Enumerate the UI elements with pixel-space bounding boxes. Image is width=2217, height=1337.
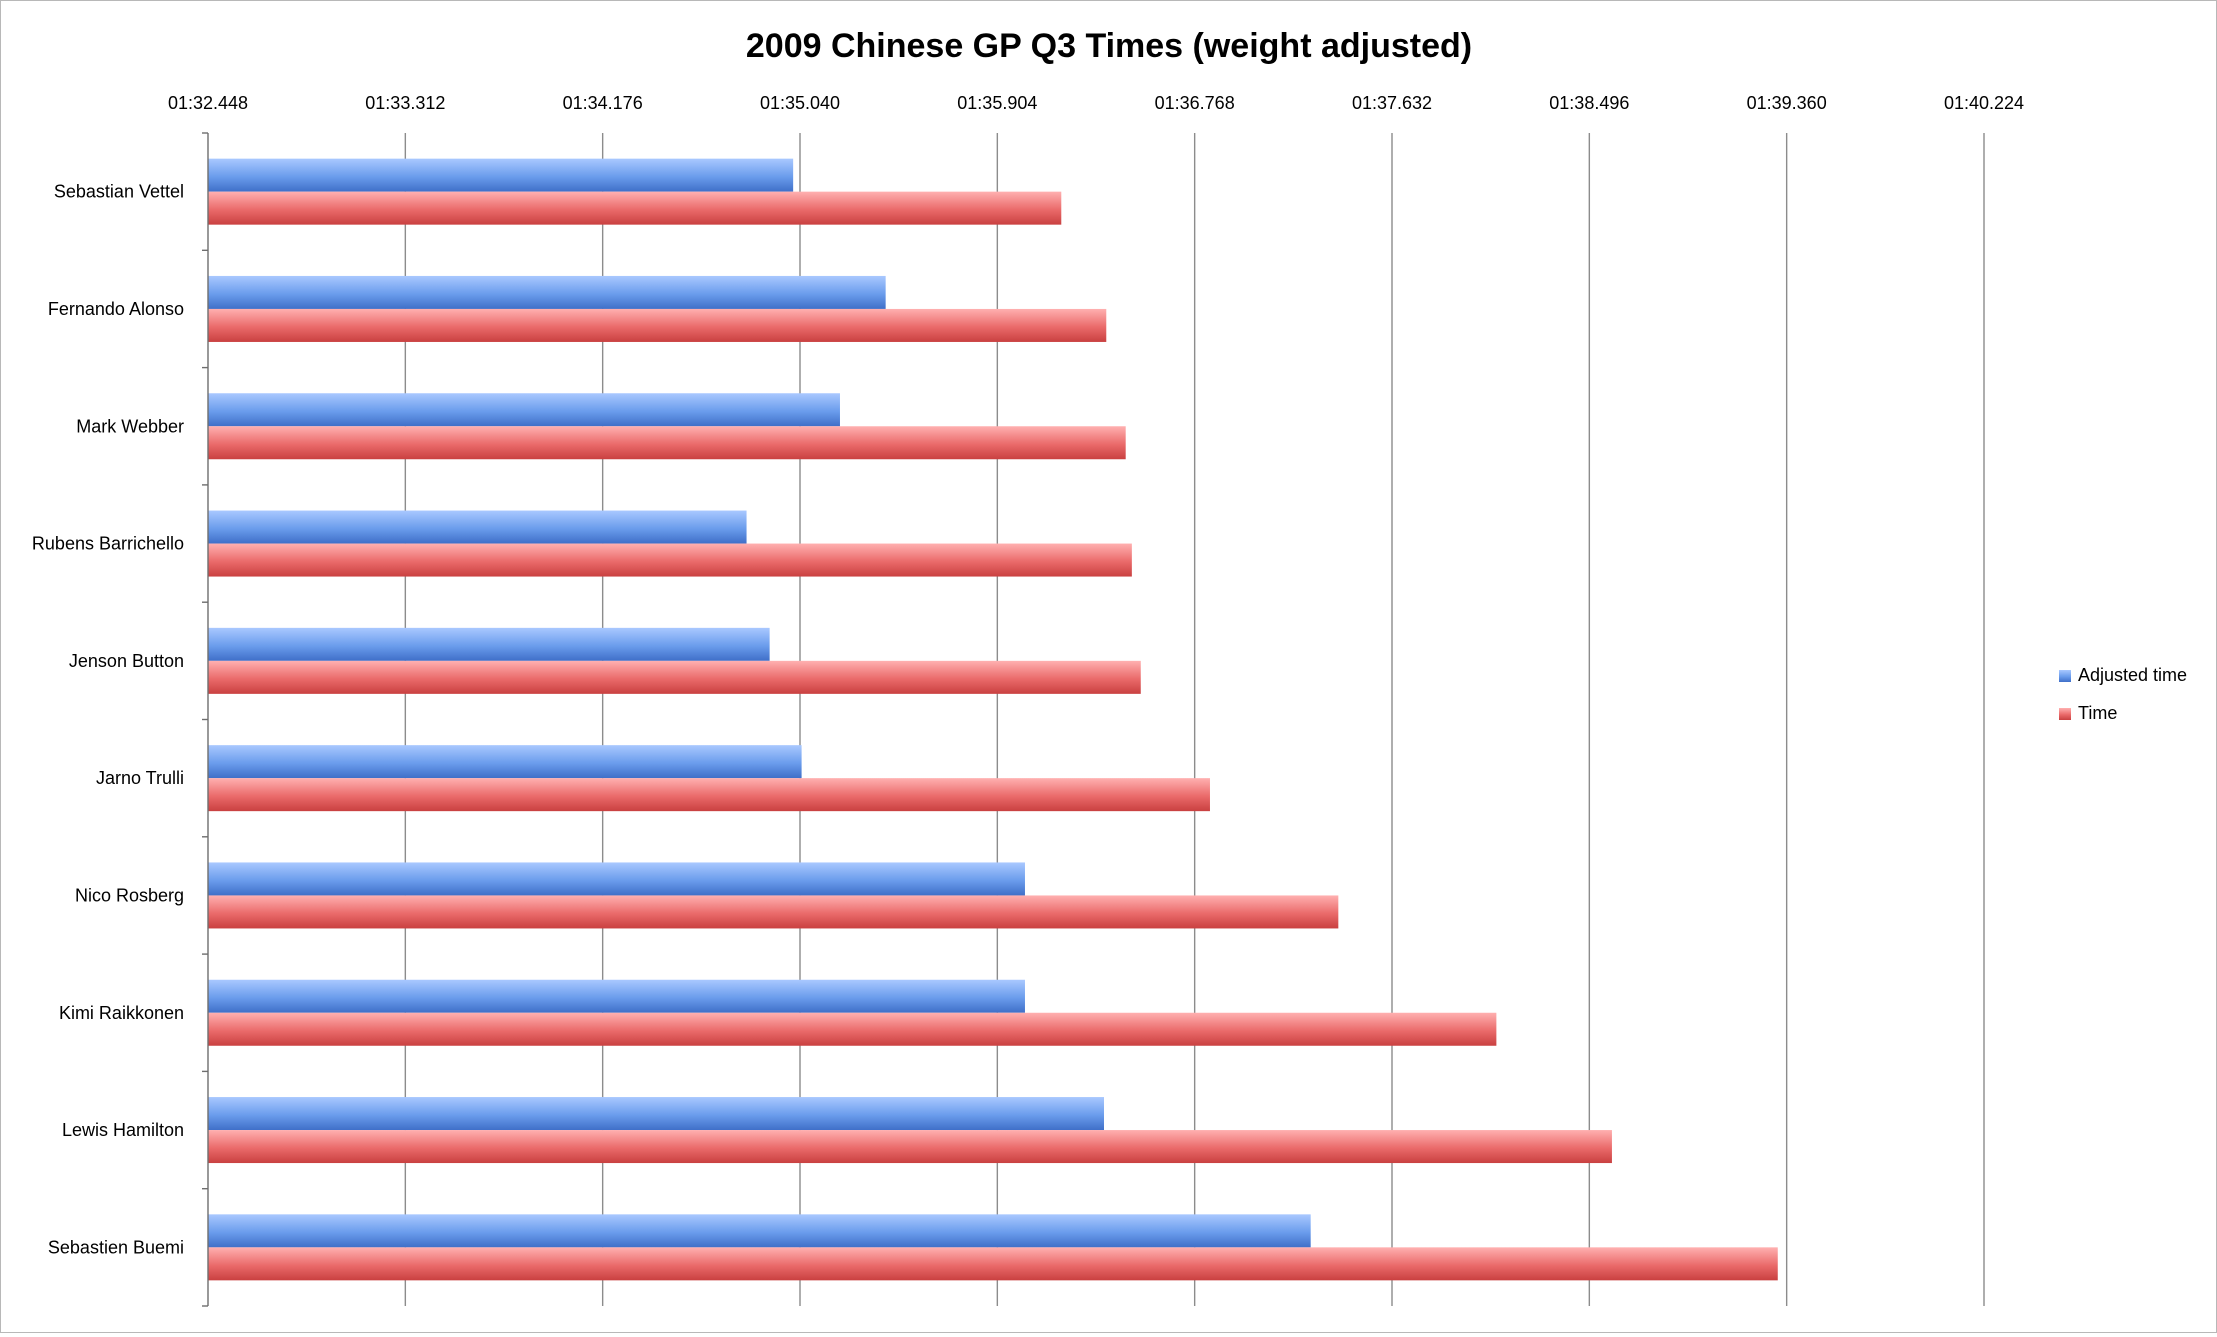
- category-label: Jarno Trulli: [96, 768, 184, 788]
- chart-title: 2009 Chinese GP Q3 Times (weight adjuste…: [746, 27, 1472, 65]
- category-label: Kimi Raikkonen: [59, 1003, 184, 1023]
- x-tick-label: 01:35.904: [957, 93, 1037, 113]
- x-tick-label: 01:33.312: [365, 93, 445, 113]
- x-tick-label: 01:38.496: [1549, 93, 1629, 113]
- bar-adjusted-time: 01:34.907: [208, 627, 770, 661]
- bar-time: 01:36.532: [208, 660, 1141, 694]
- legend-swatch: [2059, 708, 2071, 720]
- bar-adjusted-time: 01:35.047: [208, 745, 802, 779]
- x-tick-label: 01:39.360: [1747, 93, 1827, 113]
- x-tick-label: 01:32.448: [168, 93, 248, 113]
- bar-time: 01:36.466: [208, 426, 1126, 460]
- bar-time: 01:38.089: [208, 1012, 1497, 1046]
- bar-adjusted-time: 01:35.010: [208, 158, 794, 192]
- bar-time: 01:36.835: [208, 778, 1210, 812]
- bar-time: 01:39.321: [208, 1247, 1778, 1281]
- x-tick-label: 01:35.040: [760, 93, 840, 113]
- bar-adjusted-time: 01:36.025: [208, 979, 1025, 1013]
- category-label: Jenson Button: [69, 651, 184, 671]
- category-label: Sebastian Vettel: [54, 182, 184, 202]
- category-label: Nico Rosberg: [75, 885, 184, 905]
- bar-adjusted-time: 01:36.025: [208, 862, 1025, 896]
- bar-adjusted-time: 01:37.276: [208, 1214, 1311, 1248]
- category-label: Sebastien Buemi: [48, 1237, 184, 1257]
- bar-adjusted-time: 01:35.215: [208, 393, 840, 427]
- bar-time: 01:37.397: [208, 895, 1339, 929]
- legend-label: Time: [2078, 703, 2117, 723]
- category-label: Lewis Hamilton: [62, 1120, 184, 1140]
- x-tick-label: 01:34.176: [563, 93, 643, 113]
- bar-time: 01:36.493: [208, 543, 1132, 577]
- x-tick-label: 01:36.768: [1155, 93, 1235, 113]
- bar-time: 01:36.184: [208, 191, 1062, 225]
- category-label: Rubens Barrichello: [32, 534, 184, 554]
- bar-time: 01:38.595: [208, 1130, 1612, 1164]
- x-tick-label: 01:40.224: [1944, 93, 2024, 113]
- x-tick-label: 01:37.632: [1352, 93, 1432, 113]
- legend-swatch: [2059, 670, 2071, 682]
- bar-adjusted-time: 01:36.371: [208, 1097, 1104, 1131]
- bar-time: 01:36.381: [208, 308, 1107, 342]
- category-label: Fernando Alonso: [48, 299, 184, 319]
- category-label: Mark Webber: [76, 416, 184, 436]
- bar-adjusted-time: 01:35.415: [208, 275, 886, 309]
- bar-adjusted-time: 01:34.806: [208, 510, 747, 544]
- legend-label: Adjusted time: [2078, 665, 2187, 685]
